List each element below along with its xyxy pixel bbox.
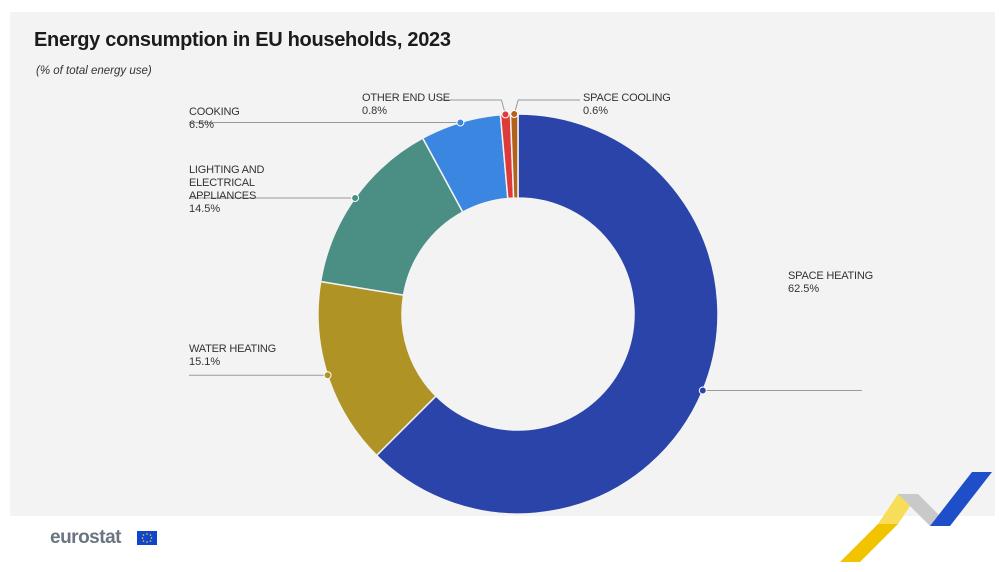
slice-name: SPACE COOLING <box>583 92 671 104</box>
leader-dot-cooking <box>456 118 465 127</box>
eu-flag-icon <box>137 531 157 545</box>
leader-dot-space-cooling <box>510 110 519 119</box>
chart-subtitle: (% of total energy use) <box>36 65 152 77</box>
slice-name: SPACE HEATING <box>788 270 874 282</box>
slice-value: 0.6% <box>583 105 609 117</box>
slice-value: 6.5% <box>189 119 215 131</box>
eurostat-logo: eurostat <box>50 527 121 548</box>
slice-space-heating <box>375 113 719 515</box>
label-cooking: COOKING 6.5% <box>189 106 279 132</box>
label-other-end-use: OTHER END USE 0.8% <box>362 92 452 118</box>
slice-value: 62.5% <box>788 283 820 295</box>
label-space-cooling: SPACE COOLING 0.6% <box>583 92 673 118</box>
leader-dot-other-end-use <box>501 110 510 119</box>
leader-dot-space-heating <box>698 386 707 395</box>
label-lighting-appliances: LIGHTING AND ELECTRICAL APPLIANCES 14.5% <box>189 164 314 216</box>
slice-name: OTHER END USE <box>362 92 450 104</box>
slice-value: 15.1% <box>189 356 221 368</box>
label-water-heating: WATER HEATING 15.1% <box>189 343 299 369</box>
slice-name: COOKING <box>189 106 240 118</box>
slice-name: WATER HEATING <box>189 343 277 355</box>
slice-value: 14.5% <box>189 203 221 215</box>
decorative-corner-graphic <box>840 472 992 562</box>
slice-name: LIGHTING AND ELECTRICAL APPLIANCES <box>189 164 265 202</box>
label-space-heating: SPACE HEATING 62.5% <box>788 270 878 296</box>
chart-title: Energy consumption in EU households, 202… <box>34 29 451 51</box>
leader-dot-water-heating <box>323 371 332 380</box>
leader-line-space-cooling <box>513 99 580 115</box>
leader-line-other-end-use <box>440 99 506 115</box>
leader-dot-lighting-appliances <box>351 193 360 202</box>
slice-value: 0.8% <box>362 105 388 117</box>
